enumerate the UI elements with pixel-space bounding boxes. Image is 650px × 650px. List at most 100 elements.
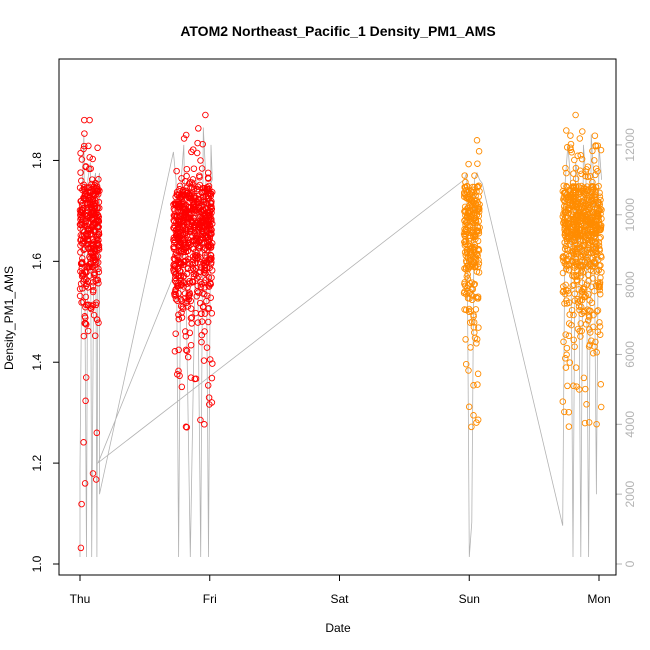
x-tick-label: Fri xyxy=(203,592,217,606)
series-0-point xyxy=(204,382,212,389)
y2-tick-label: 12000 xyxy=(623,128,637,162)
series-0-point xyxy=(197,416,204,424)
series-1-point xyxy=(570,311,577,319)
series-0-point xyxy=(81,245,89,252)
series-1-point xyxy=(563,183,570,190)
series-1-point xyxy=(597,146,605,154)
series-1-point xyxy=(567,215,574,223)
series-1-point xyxy=(569,282,576,289)
series-0-point xyxy=(81,195,88,202)
series-0-point xyxy=(83,321,90,328)
series-0-point xyxy=(205,182,213,190)
series-1-point xyxy=(597,262,604,269)
series-1-point xyxy=(562,331,569,338)
series-0-point xyxy=(172,330,179,337)
series-1-point xyxy=(589,197,597,204)
series-1-point xyxy=(591,287,598,295)
series-1-point xyxy=(462,237,470,244)
series-1-point xyxy=(564,382,571,390)
series-0-point xyxy=(193,235,201,243)
series-0-point xyxy=(201,187,208,194)
series-0-point xyxy=(178,297,185,304)
series-0-point xyxy=(95,265,102,273)
y-tick-label: 1.6 xyxy=(30,253,44,270)
series-0-point xyxy=(201,310,209,317)
series-1-point xyxy=(563,344,571,352)
series-0-point xyxy=(170,262,177,269)
series-1-point xyxy=(591,193,599,200)
series-0-point xyxy=(187,374,195,381)
series-1-point xyxy=(562,355,569,362)
series-0-point xyxy=(181,290,189,297)
series-0-point xyxy=(172,251,179,259)
series-0-point xyxy=(208,240,216,247)
series-0-point xyxy=(175,315,183,323)
series-1-point xyxy=(562,164,569,172)
series-1-point xyxy=(474,237,482,245)
series-0-point xyxy=(185,214,192,221)
series-0-point xyxy=(204,318,212,326)
series-0-point xyxy=(208,310,216,317)
series-1-point xyxy=(584,317,592,324)
series-1-point xyxy=(589,221,597,229)
series-1-point xyxy=(571,202,578,209)
series-1-point xyxy=(462,227,469,234)
series-1-point xyxy=(472,306,480,313)
series-0-point xyxy=(80,332,88,340)
series-1-point xyxy=(583,183,591,190)
series-1-point xyxy=(471,231,479,239)
series-1-point xyxy=(573,383,580,390)
series-0-point xyxy=(175,367,182,375)
series-0-point xyxy=(96,187,103,195)
chart-title: ATOM2 Northeast_Pacific_1 Density_PM1_AM… xyxy=(180,23,495,39)
series-0-point xyxy=(192,234,200,241)
series-0-point xyxy=(93,429,101,437)
series-0-point xyxy=(195,226,202,234)
series-0-point xyxy=(201,284,208,291)
secondary-line-layer xyxy=(79,127,602,558)
y2-tick-label: 0 xyxy=(623,560,637,567)
series-1-point xyxy=(464,223,471,231)
series-1-point xyxy=(565,332,573,340)
series-0-point xyxy=(190,201,197,208)
series-1-point xyxy=(568,238,575,245)
series-0-point xyxy=(206,208,214,215)
series-1-point xyxy=(597,403,605,411)
series-0-point xyxy=(172,286,180,293)
series-0-point xyxy=(187,195,195,202)
series-0-point xyxy=(195,238,203,245)
series-1-point xyxy=(590,311,597,319)
series-0-point xyxy=(77,149,84,157)
series-1-point xyxy=(567,144,574,151)
series-1-point xyxy=(561,408,568,416)
series-0-point xyxy=(183,165,191,173)
series-0-point xyxy=(175,346,182,354)
series-1-point xyxy=(574,267,581,274)
series-0-point xyxy=(189,232,196,240)
series-1-point xyxy=(591,157,598,164)
series-1-point xyxy=(473,188,480,195)
series-0-point xyxy=(175,242,182,250)
series-1-point xyxy=(474,294,481,302)
series-0-point xyxy=(85,240,92,248)
series-0-point xyxy=(171,239,178,246)
series-0-point xyxy=(80,439,87,446)
series-1-point xyxy=(473,340,480,347)
series-1-point xyxy=(560,287,567,295)
series-1-point xyxy=(474,160,481,167)
series-0-point xyxy=(174,192,181,199)
series-1-point xyxy=(471,263,478,271)
series-0-point xyxy=(182,248,189,256)
series-1-point xyxy=(566,299,573,306)
series-1-point xyxy=(562,208,569,216)
series-1-point xyxy=(591,343,598,350)
series-1-point xyxy=(462,306,470,314)
series-1-point xyxy=(584,211,591,218)
series-0-point xyxy=(181,244,189,251)
series-0-point xyxy=(198,338,205,346)
series-0-point xyxy=(197,278,204,286)
series-1-point xyxy=(572,364,580,371)
series-0-point xyxy=(95,268,103,276)
series-0-point xyxy=(78,269,86,277)
series-1-point xyxy=(462,360,470,368)
